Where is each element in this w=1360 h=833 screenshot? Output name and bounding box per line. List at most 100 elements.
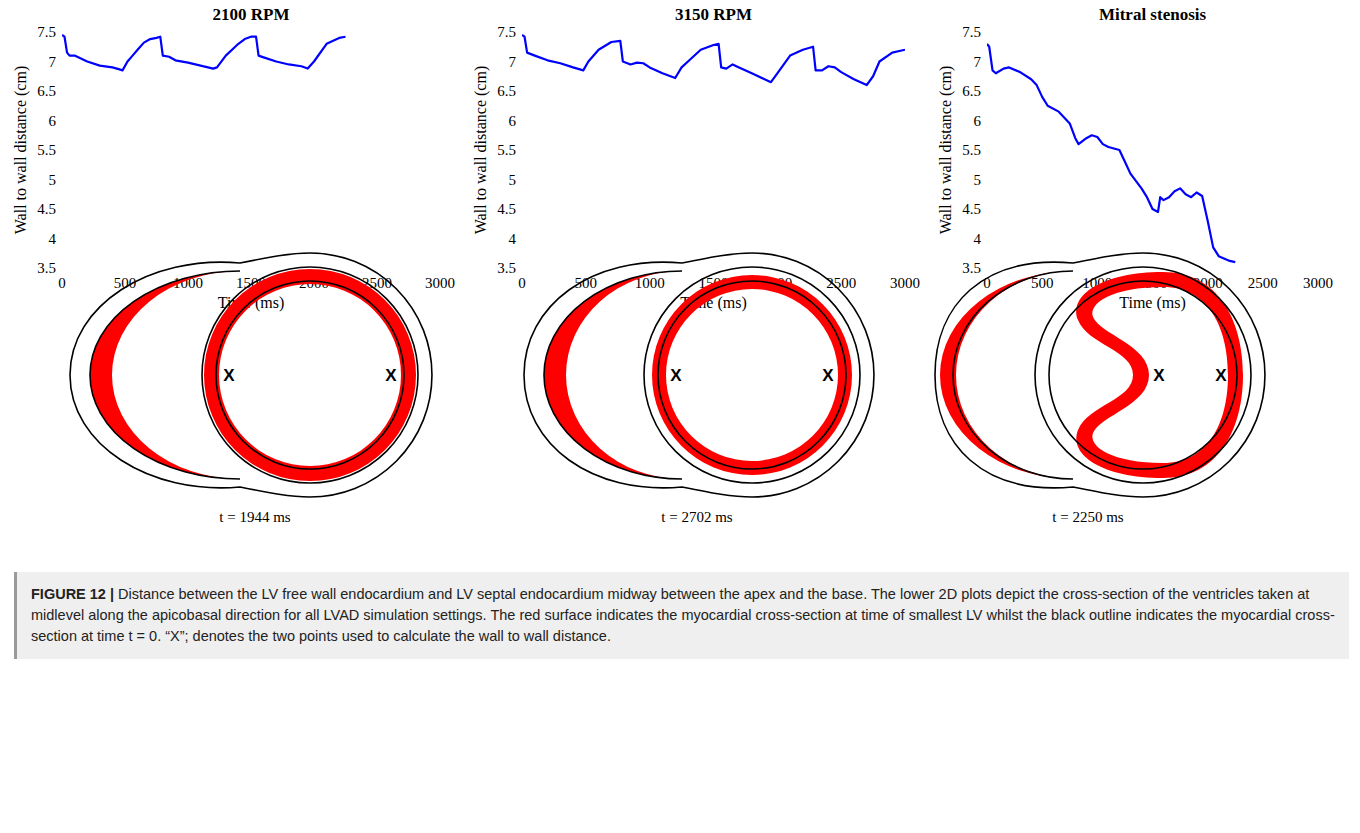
x-tick (1318, 268, 1319, 271)
lv-outline (202, 267, 418, 483)
caption: FIGURE 12 | Distance between the LV free… (14, 572, 1349, 659)
y-tick (519, 150, 522, 151)
y-tick (984, 91, 987, 92)
plot-area (522, 35, 905, 85)
y-tick-label: 6.5 (37, 83, 56, 99)
y-tick (59, 91, 62, 92)
distance-marker: X (822, 366, 834, 385)
x-tick (1097, 268, 1098, 271)
x-tick (1042, 268, 1043, 271)
x-axis-title: Time (ms) (1119, 294, 1186, 312)
y-tick (519, 32, 522, 33)
lv-outline (1035, 267, 1251, 483)
x-tick-label: 3000 (425, 275, 455, 291)
x-tick (713, 268, 714, 271)
x-tick (841, 268, 842, 271)
x-tick (649, 268, 650, 271)
epicardium-outline (935, 253, 1265, 497)
x-tick (522, 268, 523, 271)
plot-area (62, 35, 346, 70)
y-tick (59, 238, 62, 239)
y-tick-label: 5 (49, 172, 57, 188)
y-tick-label: 5 (974, 172, 982, 188)
epicardium-outline (524, 253, 874, 497)
y-tick-label: 5 (509, 172, 517, 188)
x-tick-label: 500 (575, 275, 598, 291)
y-tick (59, 179, 62, 180)
y-tick (519, 120, 522, 121)
y-tick-label: 5.5 (37, 142, 56, 158)
y-tick-label: 6 (509, 113, 517, 129)
y-axis-title: Wall to wall distance (cm) (937, 66, 955, 234)
figure: 2100 RPM3.544.555.566.577.50500100015002… (0, 0, 1360, 565)
x-tick (585, 268, 586, 271)
y-tick (59, 209, 62, 210)
chart-panel: 3150 RPM3.544.555.566.577.50500100015002… (472, 5, 920, 312)
x-tick-label: 0 (58, 275, 66, 291)
y-tick-label: 3.5 (497, 260, 516, 276)
distance-marker: X (223, 366, 235, 385)
x-tick (188, 268, 189, 271)
rv-endocardium-outline (953, 271, 1073, 479)
y-tick (984, 238, 987, 239)
y-axis-title: Wall to wall distance (cm) (12, 66, 30, 234)
y-tick (984, 120, 987, 121)
y-tick-label: 7.5 (497, 24, 516, 40)
y-tick (59, 150, 62, 151)
y-tick (59, 120, 62, 121)
chart-title: 2100 RPM (213, 5, 290, 24)
lv-myocardium (652, 275, 852, 475)
time-label: t = 1944 ms (219, 509, 291, 525)
time-label: t = 2702 ms (661, 509, 733, 525)
distance-marker: X (670, 366, 682, 385)
x-tick (1152, 268, 1153, 271)
x-tick (125, 268, 126, 271)
y-tick-label: 5.5 (497, 142, 516, 158)
lv-myocardium (1076, 272, 1243, 478)
y-tick-label: 7 (49, 54, 57, 70)
plot-area (987, 44, 1235, 262)
caption-text: Distance between the LV free wall endoca… (31, 586, 1335, 644)
data-line (62, 35, 346, 70)
x-tick (62, 268, 63, 271)
y-tick-label: 4 (49, 231, 57, 247)
lv-outline (644, 267, 860, 483)
y-tick (984, 268, 987, 269)
data-line (987, 44, 1235, 262)
lv-myocardium (204, 269, 416, 481)
y-tick-label: 6.5 (497, 83, 516, 99)
x-tick (377, 268, 378, 271)
epicardium-outline (70, 253, 432, 497)
y-tick (984, 32, 987, 33)
cross-section: XX (524, 253, 874, 497)
caption-label: FIGURE 12 | (31, 586, 114, 602)
distance-marker: X (385, 366, 397, 385)
x-tick-label: 500 (1031, 275, 1054, 291)
y-tick-label: 5.5 (962, 142, 981, 158)
y-tick (519, 238, 522, 239)
x-tick (251, 268, 252, 271)
cross-section: XX (70, 253, 432, 497)
y-tick-label: 4 (509, 231, 517, 247)
y-tick-label: 3.5 (962, 260, 981, 276)
lv-outline (1049, 281, 1237, 469)
chart-title: Mitral stenosis (1099, 5, 1207, 24)
y-tick-label: 4.5 (497, 201, 516, 217)
lv-outline (216, 281, 404, 469)
rv-endocardium-outline (90, 271, 240, 479)
y-tick (519, 91, 522, 92)
lv-outline (658, 281, 846, 469)
y-tick (519, 268, 522, 269)
y-tick-label: 4.5 (37, 201, 56, 217)
time-label: t = 2250 ms (1052, 509, 1124, 525)
data-line (522, 35, 905, 85)
y-tick-label: 4 (974, 231, 982, 247)
y-axis-title: Wall to wall distance (cm) (472, 66, 490, 234)
y-tick-label: 6 (974, 113, 982, 129)
y-tick-label: 7.5 (37, 24, 56, 40)
x-tick (440, 268, 441, 271)
x-tick-label: 3000 (1303, 275, 1333, 291)
y-tick (519, 209, 522, 210)
x-tick-label: 2500 (826, 275, 856, 291)
y-tick (984, 61, 987, 62)
